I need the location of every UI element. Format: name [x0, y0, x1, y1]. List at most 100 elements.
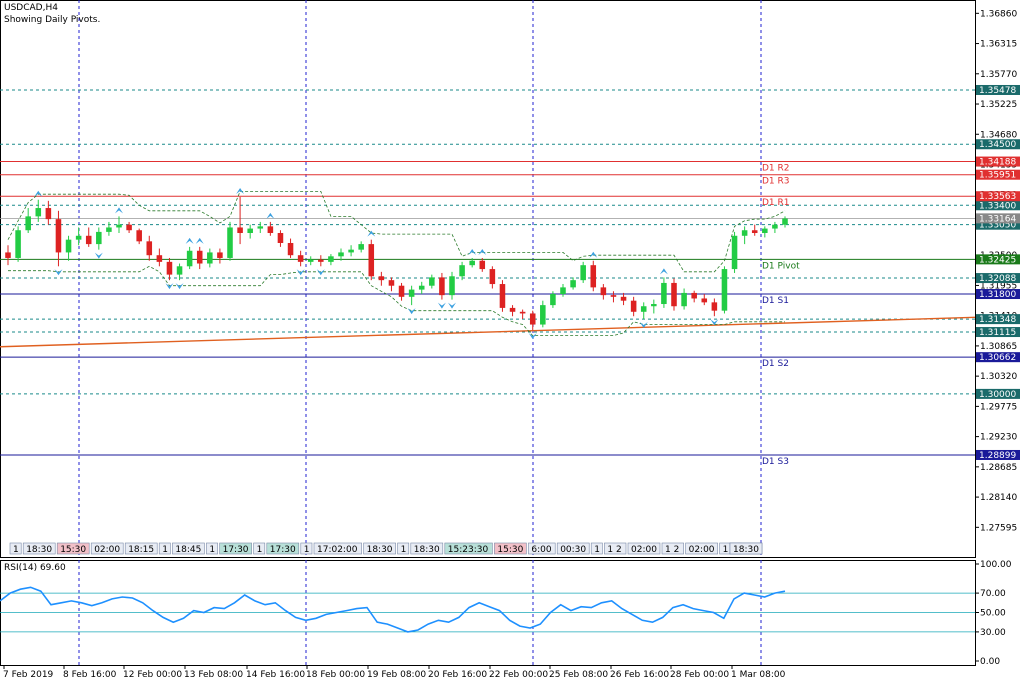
candle-body [227, 227, 233, 258]
candle-body [106, 227, 112, 232]
price-pane-frame [0, 0, 976, 558]
candle-body [651, 304, 657, 307]
pivot-price-tag [976, 254, 1020, 265]
candle-body [469, 260, 475, 266]
candle-body [671, 282, 677, 307]
trade-bar-tag-label: 17:30 [223, 545, 249, 555]
candle-body [196, 250, 203, 264]
candle-body [772, 224, 778, 229]
pivot-line-label: D1 S3 [762, 457, 789, 467]
candle-body [45, 208, 52, 220]
trade-bar-tag-label: 1 [594, 545, 600, 555]
pivot-price-tag [976, 289, 1020, 300]
candle-body [156, 255, 163, 262]
trade-bar-tag [300, 542, 313, 555]
candle-body [519, 311, 526, 314]
marker-level-price: 1.31348 [979, 315, 1016, 325]
trade-bar-tag-label: 1 [13, 545, 19, 555]
candle-body [207, 252, 213, 264]
trade-bar-tag-label: 1 [304, 545, 310, 555]
pivot-price-tag-label: 1.35951 [979, 171, 1016, 181]
fractal-down-marker [448, 302, 456, 309]
time-tick-label: 28 Feb 00:00 [670, 670, 729, 680]
pivot-price-tag-label: 1.31800 [979, 290, 1016, 300]
time-tick-label: 22 Feb 00:00 [489, 670, 548, 680]
moving-average-line [0, 316, 976, 348]
candle-body [661, 282, 667, 305]
fractal-down-marker [175, 283, 184, 290]
marker-level-tag [976, 327, 1020, 338]
candle-body [590, 265, 597, 288]
fractal-up-marker [659, 268, 668, 275]
candle-body [75, 235, 82, 240]
trade-bar-tag-label: 18:30 [367, 545, 393, 555]
trade-bar-tag [444, 542, 493, 555]
rsi-tick-label: 100.00 [980, 560, 1012, 570]
trade-bar-tag-label: 02:00 [631, 545, 657, 555]
trade-bar-tag [206, 542, 218, 555]
pivot-line-label: D1 R1 [762, 198, 790, 208]
trade-bar-tag [363, 542, 396, 555]
candle-body [25, 216, 31, 231]
marker-level-price: 1.34500 [979, 140, 1016, 150]
candle-body [449, 276, 455, 296]
candle-body [65, 239, 72, 253]
fractal-up-marker [115, 207, 123, 214]
trade-bar-tag-label: 17:30 [270, 545, 296, 555]
candle-body [701, 298, 708, 303]
fractal-up-marker [468, 248, 477, 255]
candle-body [247, 228, 253, 234]
candle-body [540, 305, 546, 325]
candle-body [711, 302, 718, 311]
candle-body [358, 244, 364, 250]
candle-body [237, 227, 243, 234]
pivot-price-tag [976, 191, 1020, 202]
candle-body [570, 280, 576, 288]
fractal-down-marker [407, 308, 416, 315]
candle-body [681, 292, 687, 307]
fractal-down-marker [710, 319, 719, 326]
price-tick-label: 1.34680 [980, 130, 1017, 140]
trade-bar-tag-label: 18:15 [128, 545, 154, 555]
candle-body [328, 256, 334, 262]
pivot-price-tag [976, 449, 1020, 460]
trade-bar-tag [397, 542, 410, 555]
trade-bar-tag [729, 542, 763, 555]
candle-body [630, 300, 637, 312]
candle-body [721, 269, 728, 311]
candle-body [126, 224, 132, 231]
candle-body [297, 255, 304, 262]
price-tick-label: 1.29775 [980, 402, 1017, 412]
price-tick-label: 1.35770 [980, 70, 1017, 80]
trade-bar-tag-label: 1 [162, 545, 168, 555]
time-tick-label: 26 Feb 16:00 [610, 670, 669, 680]
chart-symbol: USDCAD,H4 [4, 3, 58, 13]
candle-body [55, 219, 62, 253]
trade-bar-tag [253, 542, 266, 555]
pivot-price-tag-label: 1.34188 [979, 158, 1016, 168]
pivot-price-tag-label: 1.33563 [979, 192, 1016, 202]
trade-bar-tag [56, 542, 90, 555]
candle-body [550, 294, 556, 306]
candle-body [116, 224, 122, 228]
chart-subtitle: Showing Daily Pivots. [4, 15, 101, 25]
candle-body [600, 287, 607, 296]
trade-bar-tag-label: 1 2 [607, 545, 621, 555]
marker-level-tag [976, 84, 1020, 95]
marker-level-tag [976, 200, 1020, 211]
candle-body [782, 218, 788, 225]
trade-bar-tag-label: 02:00 [689, 545, 715, 555]
marker-level-price: 1.30000 [979, 390, 1016, 400]
trade-bar-tag [158, 542, 171, 555]
candle-body [15, 230, 21, 258]
candle-body [277, 233, 284, 243]
fractal-up-marker [478, 248, 487, 255]
trade-bar-tag-label: 18:30 [26, 545, 52, 555]
candle-body [176, 266, 183, 275]
candle-body [368, 244, 375, 277]
marker-level-tag [976, 273, 1020, 284]
fractal-down-marker [639, 321, 648, 328]
time-tick-label: 20 Feb 16:00 [428, 670, 487, 680]
marker-level-price: 1.35478 [979, 86, 1016, 96]
